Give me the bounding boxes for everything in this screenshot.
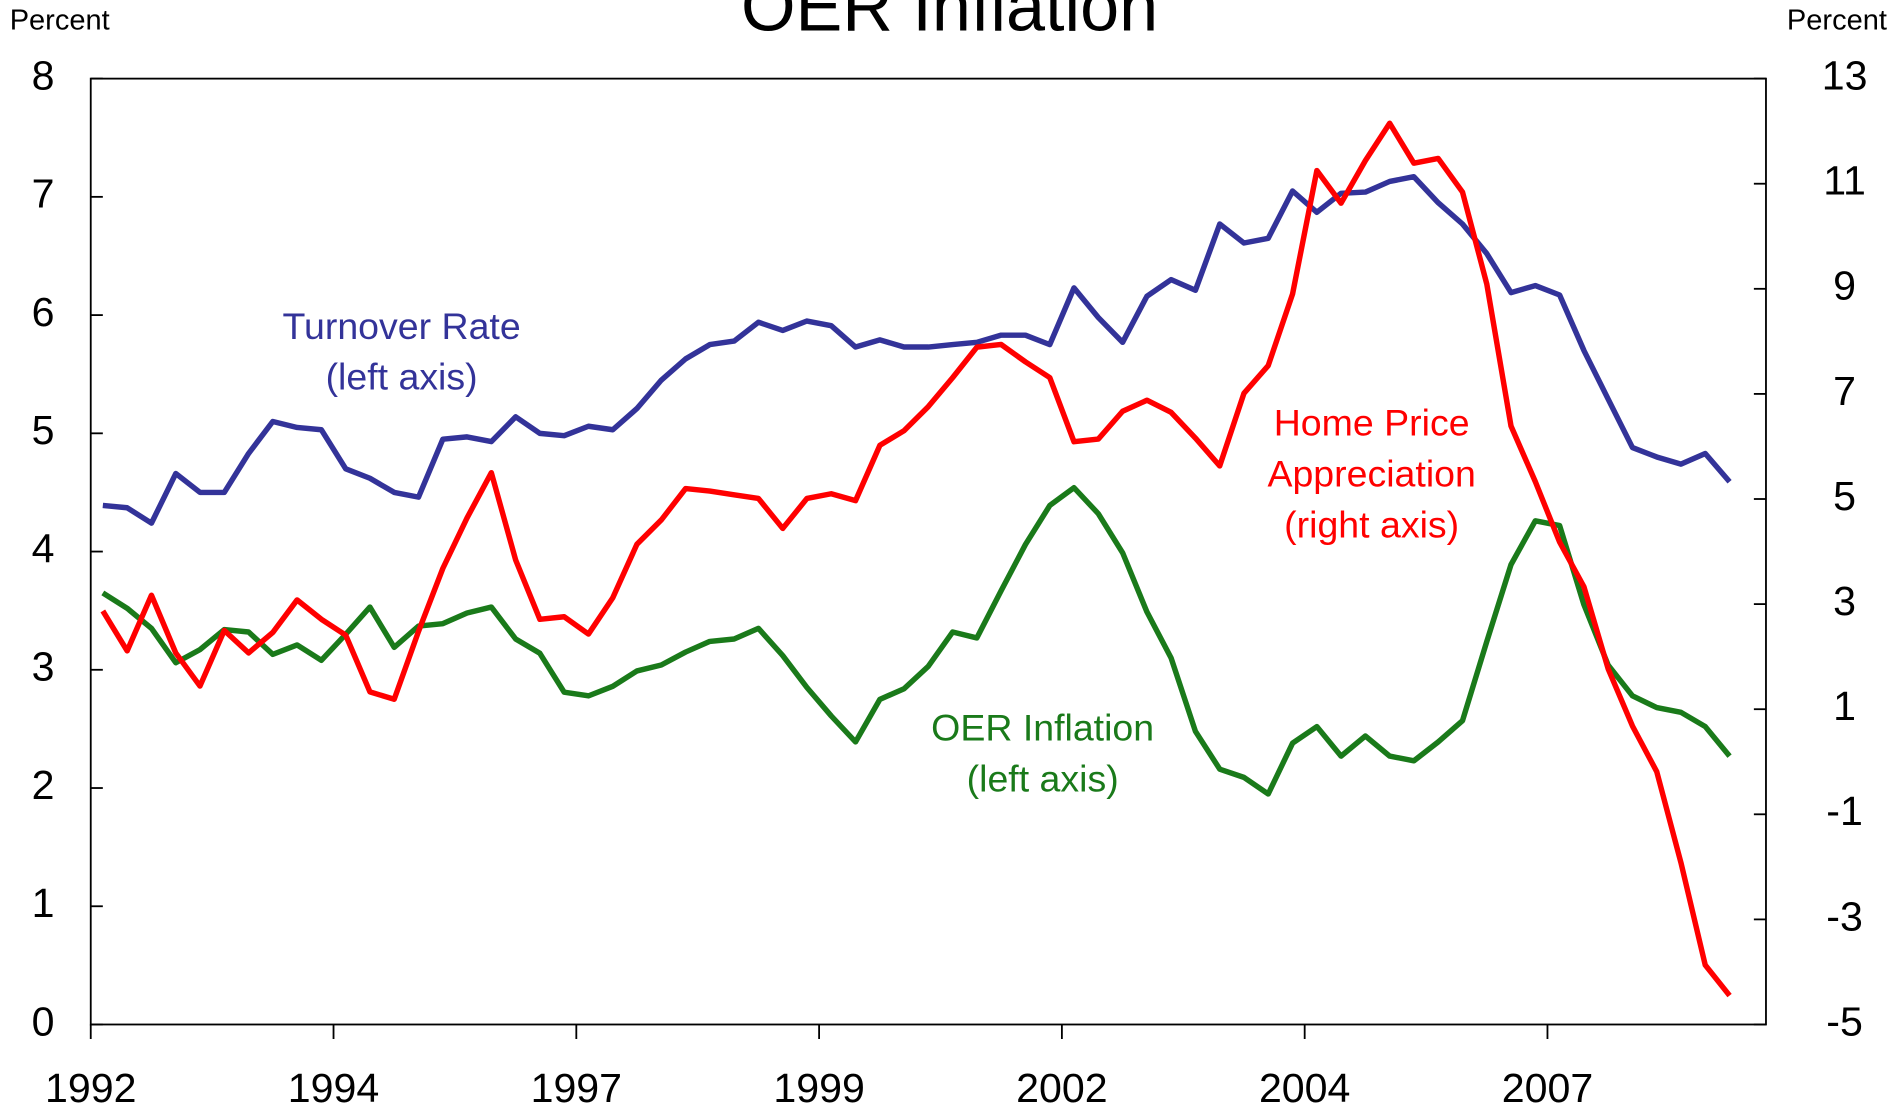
y2-tick-label: -5 [1826,998,1863,1044]
annotation: (right axis) [1284,503,1459,545]
y-tick-label: 2 [32,762,55,808]
y-axis-label: Percent [10,4,110,36]
series-line [102,173,1732,526]
annotation: Turnover Rate [282,305,520,347]
y2-tick-label: 11 [1823,158,1866,204]
y2-tick-label: -1 [1826,788,1863,834]
y-tick-label: 8 [32,52,55,98]
series-line [101,484,1732,797]
x-tick-label: 1999 [773,1065,864,1111]
x-tick-label: 2004 [1259,1065,1350,1111]
y-tick-label: 7 [32,171,55,217]
annotation: OER Inflation [931,706,1154,748]
chart-title: OER Inflation [741,0,1158,46]
y-tick-label: 5 [32,407,55,453]
y-tick-label: 1 [32,880,55,926]
annotation: Appreciation [1267,452,1475,494]
annotation: (left axis) [326,356,478,398]
y-tick-label: 4 [32,525,55,571]
y2-tick-label: 13 [1822,52,1868,98]
annotation: Home Price [1274,402,1470,444]
y2-tick-label: 1 [1833,683,1856,729]
y-tick-label: 6 [32,289,55,335]
annotation: (left axis) [967,757,1119,799]
y2-tick-label: 7 [1833,368,1856,414]
x-tick-label: 1994 [288,1065,379,1111]
y-tick-label: 3 [32,644,55,690]
x-tick-label: 2007 [1502,1065,1593,1111]
x-tick-label: 1997 [531,1065,622,1111]
y2-axis-label: Percent [1787,4,1887,36]
y-tick-label: 0 [32,998,55,1044]
x-tick-label: 1992 [45,1065,136,1111]
y2-tick-label: 3 [1833,578,1856,624]
plot-frame [89,77,1767,1026]
y2-tick-label: -3 [1826,893,1863,939]
y2-tick-label: 5 [1833,473,1856,519]
x-tick-label: 2002 [1016,1065,1107,1111]
y2-tick-label: 9 [1833,263,1856,309]
series-line [100,120,1732,998]
